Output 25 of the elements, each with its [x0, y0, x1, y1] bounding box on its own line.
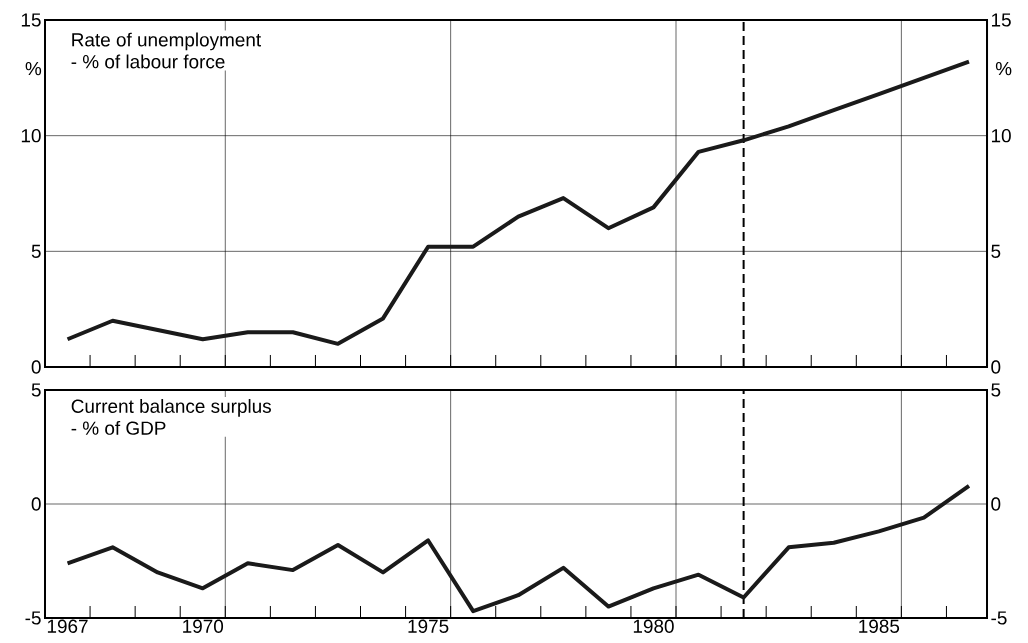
- x-tick-label: 1967: [47, 619, 88, 633]
- chart-title: Current balance surplus: [71, 399, 271, 417]
- x-tick-label: 1985: [859, 619, 900, 633]
- y2-tick-label: 5: [991, 383, 1001, 397]
- y2-tick-label: 0: [991, 360, 1001, 374]
- y-tick-label: 0: [31, 360, 41, 374]
- x-tick-label: 1975: [408, 619, 449, 633]
- y-axis-title: %: [25, 61, 42, 76]
- text: - % of GDP: [71, 420, 166, 435]
- y2-tick-label: -5: [991, 611, 1007, 625]
- y-tick-label: 15: [21, 13, 41, 27]
- x-tick-label: 1970: [183, 619, 224, 633]
- y-tick-label: 5: [31, 383, 41, 397]
- y2-tick-label: 15: [991, 13, 1011, 27]
- y-tick-label: 0: [31, 497, 41, 511]
- y-tick-label: 10: [21, 128, 41, 143]
- x-tick-label: 1980: [633, 619, 674, 633]
- text: Rate of unemployment: [72, 32, 262, 51]
- y2-axis-title: %: [995, 61, 1012, 76]
- text: - % of labour force: [71, 54, 225, 69]
- y2-tick-label: 10: [991, 128, 1011, 143]
- y-tick-label: -5: [25, 611, 41, 625]
- y2-tick-label: 5: [991, 244, 1001, 258]
- y-tick-label: 5: [31, 244, 41, 258]
- y2-tick-label: 0: [991, 497, 1001, 511]
